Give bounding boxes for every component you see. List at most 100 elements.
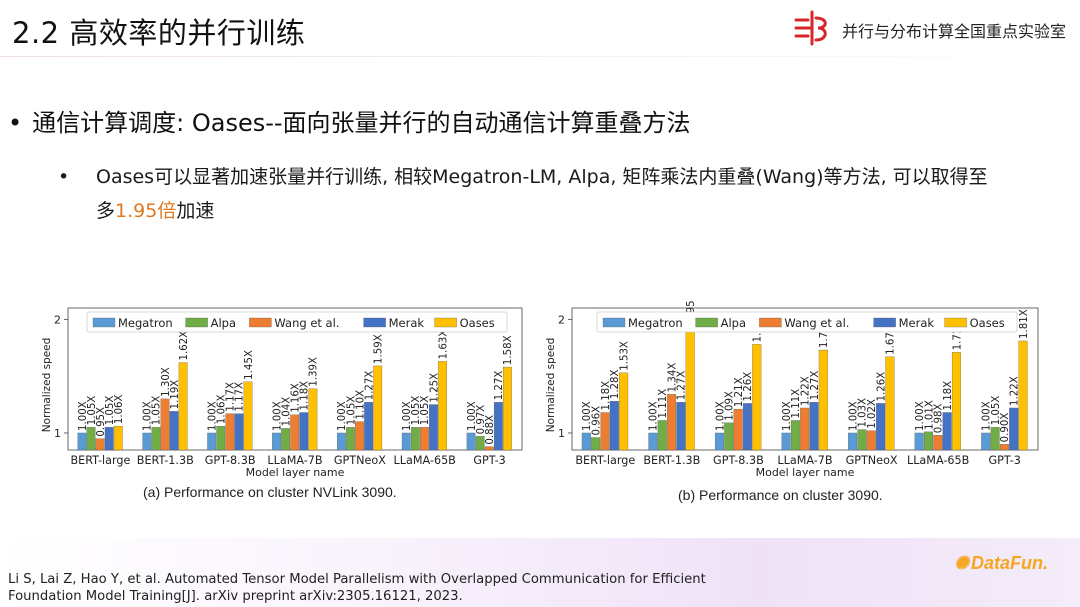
bar-data-label: 1.67X [886, 325, 897, 355]
y-axis-label: Normalized speed [41, 338, 53, 433]
bar-megatron [848, 432, 858, 451]
bar-data-label: 1.00X [143, 401, 154, 431]
bar-data-label: 1.34X [667, 363, 678, 393]
bar-data-label: 1.17X [235, 382, 246, 412]
bar-oases [438, 361, 447, 451]
bar-data-label: 1.04X [281, 397, 292, 427]
bar-megatron [781, 432, 791, 451]
bar-alpa [857, 429, 867, 451]
bar-data-label: 1.00X [715, 401, 726, 431]
legend-label: Oases [970, 316, 1005, 330]
lab-logo-area: 并行与分布计算全国重点实验室 [790, 8, 1066, 52]
bar-alpa [475, 436, 485, 451]
slide-title: 2.2 高效率的并行训练 [12, 16, 306, 50]
bar-alpa [216, 425, 226, 451]
y-axis-label: Normalized speed [545, 338, 557, 433]
bar-wang-et-al- [160, 398, 170, 451]
legend-swatch [434, 317, 457, 328]
sub-bullet-paragraph: Oases可以显著加速张量并行训练, 相较Megatron-LM, Alpa, … [96, 160, 998, 228]
legend-swatch [363, 317, 386, 328]
bar-data-label: 0.96X [591, 406, 602, 436]
lab-logo-icon [790, 6, 834, 54]
bar-data-label: 1.18X [300, 381, 311, 411]
bar-data-label: 1.00X [582, 401, 593, 431]
bar-data-label: 1.30X [161, 367, 172, 397]
legend-swatch [185, 317, 208, 328]
bar-data-label: 1.17X [226, 382, 237, 412]
legend-label: Merak [389, 316, 425, 330]
bar-data-label: 1.18X [943, 381, 954, 411]
legend-swatch [695, 317, 718, 328]
bar-merak [299, 412, 309, 451]
legend-swatch [873, 317, 896, 328]
sub-bullet-tail: 加速 [176, 200, 215, 222]
legend-label: Megatron [118, 316, 173, 330]
x-tick-label: GPT-3 [473, 454, 505, 467]
bar-data-label: 1.26X [876, 372, 887, 402]
bar-data-label: 1.00X [207, 401, 218, 431]
bar-data-label: 1.10X [355, 390, 366, 420]
bar-wang-et-al- [866, 430, 876, 451]
legend-swatch [92, 317, 116, 328]
bar-data-label: 1.00X [649, 401, 660, 431]
bar-data-label: 1.71X [952, 321, 963, 351]
bar-data-label: 1.95X [686, 300, 697, 323]
bar-wang-et-al- [290, 414, 300, 451]
bar-merak [169, 411, 179, 451]
bar-merak [104, 427, 114, 451]
lab-name: 并行与分布计算全国重点实验室 [841, 22, 1066, 41]
bar-wang-et-al- [999, 444, 1009, 451]
x-tick-label: BERT-large [70, 454, 130, 467]
bar-data-label: 1.45X [244, 350, 255, 380]
legend-label: Alpa [721, 316, 746, 330]
bar-merak [364, 402, 374, 451]
bar-data-label: 1.81X [1019, 309, 1030, 339]
bar-data-label: 1.27X [364, 371, 375, 401]
bar-data-label: 1.05X [411, 396, 422, 426]
bar-oases [113, 425, 123, 451]
bar-data-label: 1.27X [677, 371, 688, 401]
x-tick-label: GPT-8.3B [713, 454, 764, 467]
bar-data-label: 1.05X [991, 396, 1002, 426]
x-tick-label: GPTNeoX [334, 454, 386, 467]
bar-wang-et-al- [420, 427, 429, 451]
bar-data-label: 1.09X [725, 391, 736, 421]
bar-alpa [410, 427, 420, 451]
bar-alpa [281, 428, 291, 451]
bar-megatron [914, 432, 924, 451]
bar-data-label: 0.90X [1000, 413, 1011, 443]
bar-data-label: 1.05X [152, 396, 163, 426]
bar-merak [942, 412, 952, 451]
bar-oases [1018, 340, 1028, 451]
bar-data-label: 0.95X [96, 407, 107, 437]
bar-megatron [581, 432, 591, 451]
bar-data-label: 1.05X [346, 396, 357, 426]
bar-data-label: 1.18X [601, 381, 612, 411]
bar-oases [951, 352, 961, 451]
bar-data-label: 1.00X [782, 401, 793, 431]
bar-alpa [924, 431, 934, 451]
x-tick-label: LLaMA-7B [267, 454, 322, 467]
bar-megatron [272, 432, 281, 451]
legend-label: Oases [460, 316, 495, 330]
bar-data-label: 1.05X [420, 396, 431, 426]
legend-label: Merak [899, 316, 935, 330]
bar-data-label: 1.19X [170, 380, 181, 410]
sub-bullet: • Oases可以显著加速张量并行训练, 相较Megatron-LM, Alpa… [58, 160, 998, 228]
bar-data-label: 1.05X [105, 396, 116, 426]
speedup-highlight: 1.95倍 [115, 200, 177, 222]
bar-merak [493, 402, 503, 451]
x-tick-label: LLaMA-7B [777, 454, 832, 467]
bar-data-label: 1.00X [272, 401, 283, 431]
bar-merak [1009, 407, 1019, 451]
y-tick-label: 2 [558, 313, 565, 326]
reference-citation: Li S, Lai Z, Hao Y, et al. Automated Ten… [8, 571, 768, 605]
bar-data-label: 1.05X [87, 396, 98, 426]
bar-megatron [466, 432, 476, 451]
bar-megatron [207, 432, 217, 451]
datafun-logo: ✺ DataFun. [954, 553, 1048, 574]
legend-label: Alpa [211, 316, 236, 330]
bar-oases [885, 356, 895, 451]
bar-alpa [591, 437, 601, 451]
bar-oases [818, 349, 828, 451]
